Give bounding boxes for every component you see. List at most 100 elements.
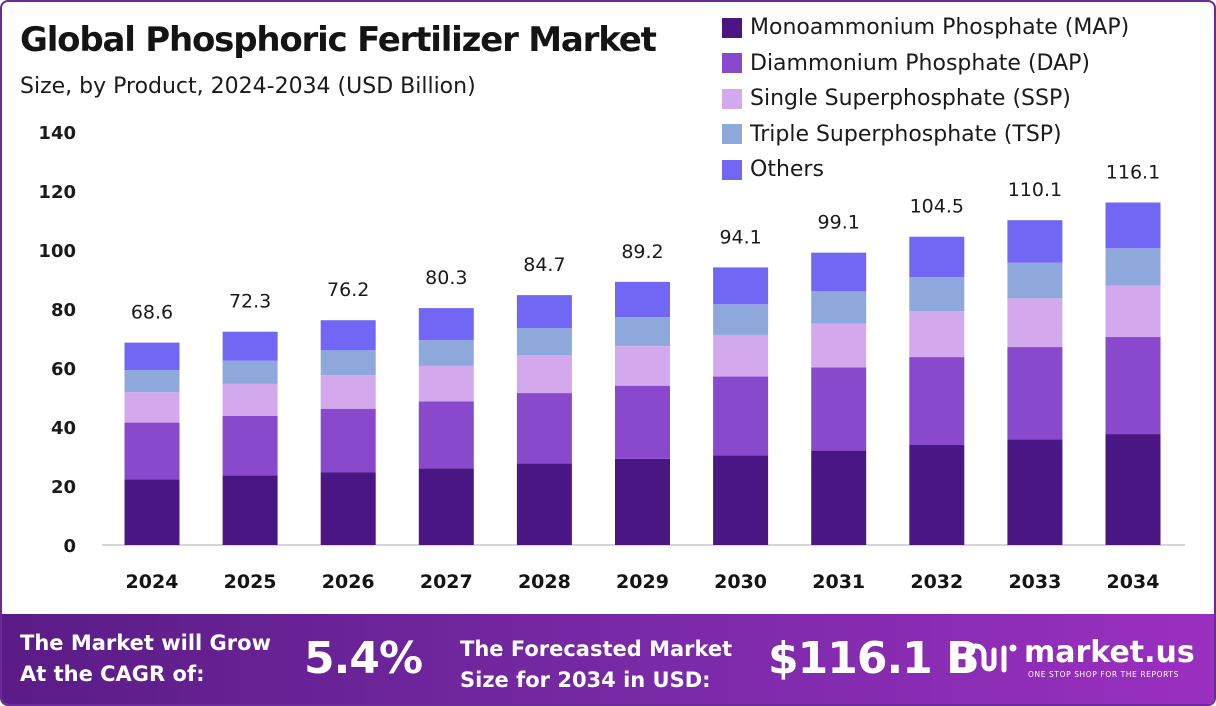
legend-label: Monoammonium Phosphate (MAP) [750, 15, 1130, 41]
bar-segment [713, 455, 769, 545]
y-tick-label: 60 [51, 359, 76, 380]
legend-item: Single Superphosphate (SSP) [722, 81, 1129, 117]
bar-segment [811, 323, 867, 368]
summary-banner: The Market will Grow At the CAGR of: 5.4… [2, 614, 1214, 704]
bar-segment [1105, 248, 1161, 286]
total-label: 104.5 [910, 196, 964, 218]
bar-segment [1007, 298, 1063, 348]
bar-segment [418, 468, 474, 545]
forecast-value: $116.1 B [768, 633, 980, 684]
bar-segment [811, 450, 867, 545]
bar-segment [124, 422, 180, 480]
x-tick-label: 2034 [1107, 571, 1160, 593]
bar-segment [1007, 220, 1063, 263]
x-tick-label: 2028 [518, 571, 571, 593]
x-tick-label: 2032 [910, 571, 963, 593]
bar-segment [516, 463, 572, 545]
bar-segment [713, 267, 769, 305]
legend-swatch [722, 124, 742, 145]
legend-swatch [722, 159, 742, 180]
total-label: 84.7 [523, 254, 565, 276]
legend-swatch [722, 88, 742, 109]
x-tick-label: 2031 [812, 571, 865, 593]
x-tick-label: 2029 [616, 571, 669, 593]
chart-subtitle: Size, by Product, 2024-2034 (USD Billion… [20, 74, 476, 99]
bar-segment [124, 370, 180, 393]
bar-segment [320, 472, 376, 545]
bar-segment [909, 311, 965, 358]
bar-segment [811, 367, 867, 451]
total-label: 68.6 [131, 302, 173, 324]
y-tick-label: 20 [51, 477, 76, 498]
bar-segment [713, 304, 769, 335]
x-tick-label: 2024 [126, 571, 179, 593]
legend-label: Triple Superphosphate (TSP) [750, 121, 1062, 147]
legend-item: Others [722, 152, 1129, 188]
bar-segment [1007, 347, 1063, 440]
legend-swatch [722, 53, 742, 74]
x-tick-label: 2025 [224, 571, 277, 593]
bar-segment [615, 281, 670, 318]
bar-segment [615, 458, 670, 545]
legend-label: Single Superphosphate (SSP) [750, 86, 1071, 112]
bar-segment [418, 365, 474, 402]
bar-segment [615, 317, 670, 347]
stacked-bar-chart: 0 20 40 60 80 100 120 140 68.6 2024 72.3 2025 76.2 20… [38, 123, 1185, 593]
bar-segment [811, 252, 867, 292]
bar-segment [222, 383, 278, 416]
bar-segment [516, 393, 572, 464]
bar-segment [418, 308, 474, 340]
total-label: 110.1 [1008, 179, 1062, 201]
bar-segment [516, 328, 572, 356]
bar-segment [1105, 202, 1161, 249]
total-label: 116.1 [1106, 162, 1160, 184]
bar-segment [124, 392, 180, 423]
bar-segment [418, 401, 474, 469]
total-label: 72.3 [229, 291, 271, 313]
forecast-text-line1: The Forecasted Market [460, 637, 733, 661]
bar-segment [615, 385, 670, 459]
chart-legend: Monoammonium Phosphate (MAP) Diammonium P… [722, 10, 1129, 188]
bar-segment [909, 357, 965, 445]
legend-label: Diammonium Phosphate (DAP) [750, 50, 1090, 76]
y-tick-label: 120 [38, 182, 76, 203]
bar-segment [516, 355, 572, 394]
bar-segment [320, 350, 376, 376]
y-tick-label: 40 [51, 418, 76, 439]
legend-label: Others [750, 157, 824, 183]
bar-segment [909, 444, 965, 545]
bar-segment [124, 342, 180, 371]
chart-title: Global Phosphoric Fertilizer Market [20, 20, 657, 60]
bar-segment [516, 295, 572, 329]
bar-segment [124, 479, 180, 545]
y-tick-label: 100 [38, 241, 76, 262]
bar-segment [1105, 285, 1161, 338]
bar-segment [320, 320, 376, 351]
x-tick-label: 2027 [420, 571, 473, 593]
legend-item: Diammonium Phosphate (DAP) [722, 46, 1129, 82]
brand-tagline: ONE STOP SHOP FOR THE REPORTS [1028, 670, 1179, 679]
total-label: 89.2 [621, 241, 663, 263]
bar-segment [1105, 434, 1161, 545]
market-us-logo-icon [965, 643, 1017, 673]
bar-segment [713, 376, 769, 456]
y-tick-label: 0 [63, 536, 76, 557]
x-tick-label: 2030 [714, 571, 767, 593]
bar-segment [615, 346, 670, 386]
bar-segment [1007, 262, 1063, 299]
bar-segment [222, 360, 278, 384]
bar-segment [222, 415, 278, 476]
legend-item: Triple Superphosphate (TSP) [722, 117, 1129, 153]
bar-segment [1007, 439, 1063, 545]
cagr-text-line2: At the CAGR of: [20, 662, 205, 686]
total-label: 99.1 [818, 212, 860, 234]
y-tick-label: 140 [38, 123, 76, 144]
bar-segment [909, 277, 965, 312]
total-label: 80.3 [425, 267, 467, 289]
x-tick-label: 2033 [1008, 571, 1061, 593]
bar-segment [222, 475, 278, 545]
bar-segment [418, 339, 474, 366]
x-tick-label: 2026 [322, 571, 375, 593]
total-label: 76.2 [327, 279, 369, 301]
y-tick-label: 80 [51, 300, 76, 321]
